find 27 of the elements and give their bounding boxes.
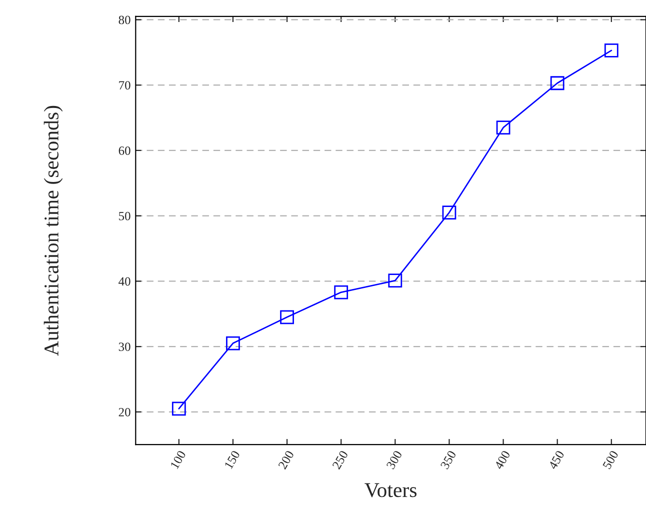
y-tick-label: 30 xyxy=(118,342,130,352)
y-tick-label: 20 xyxy=(118,408,130,416)
x-tick-label: 200 xyxy=(278,450,294,470)
y-tick-label: 50 xyxy=(119,212,130,220)
point xyxy=(388,274,402,288)
y-axis-title: Authentication time (seconds) xyxy=(44,106,63,356)
x-tick-label: 450 xyxy=(548,450,564,470)
x-axis-title: Voters xyxy=(364,483,417,498)
x-tick-label: 150 xyxy=(224,450,240,470)
y-tick-label: 70 xyxy=(119,81,130,90)
x-tick-label: 500 xyxy=(602,450,619,470)
point xyxy=(496,120,510,135)
point xyxy=(280,310,294,324)
y-tick-label: 40 xyxy=(118,277,130,286)
point xyxy=(604,43,618,58)
y-tick-label: 60 xyxy=(118,146,130,155)
point xyxy=(334,285,348,300)
y-tick-label: 80 xyxy=(118,16,130,24)
point xyxy=(442,206,456,220)
point xyxy=(550,76,564,90)
x-tick-label: 250 xyxy=(332,450,348,470)
point xyxy=(226,336,240,350)
x-tick-label: 400 xyxy=(494,450,510,470)
point xyxy=(172,402,186,416)
x-tick-label: 350 xyxy=(440,450,456,470)
x-tick-label: 100 xyxy=(170,450,186,470)
x-tick-label: 300 xyxy=(386,450,402,470)
